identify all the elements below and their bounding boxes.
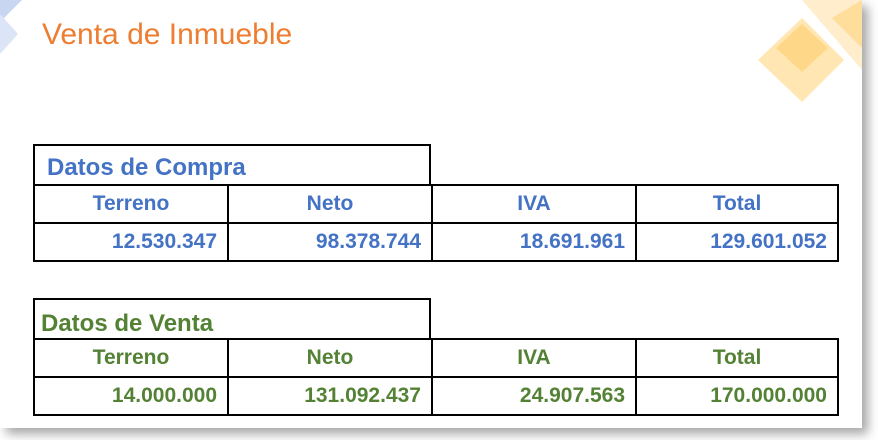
venta-heading: Datos de Venta [33, 298, 431, 338]
slide: Venta de Inmueble Datos de Compra Terren… [0, 0, 862, 416]
corner-decoration-right [758, 0, 862, 102]
compra-value-row: 12.530.347 98.378.744 18.691.961 129.601… [33, 222, 839, 262]
compra-value-terreno: 12.530.347 [33, 222, 229, 262]
venta-header-terreno: Terreno [33, 338, 229, 378]
venta-header-row: Terreno Neto IVA Total [33, 338, 839, 378]
compra-header-total: Total [635, 184, 839, 224]
venta-value-iva: 24.907.563 [431, 376, 637, 416]
venta-header-neto: Neto [227, 338, 433, 378]
compra-heading-label: Datos de Compra [47, 154, 246, 181]
compra-value-iva: 18.691.961 [431, 222, 637, 262]
venta-heading-label: Datos de Venta [41, 310, 214, 337]
compra-header-terreno: Terreno [33, 184, 229, 224]
venta-header-total: Total [635, 338, 839, 378]
compra-table: Terreno Neto IVA Total 12.530.347 98.378… [33, 184, 839, 262]
slide-title: Venta de Inmueble [42, 18, 293, 51]
venta-header-iva: IVA [431, 338, 637, 378]
venta-value-total: 170.000.000 [635, 376, 839, 416]
compra-value-total: 129.601.052 [635, 222, 839, 262]
compra-header-neto: Neto [227, 184, 433, 224]
compra-header-row: Terreno Neto IVA Total [33, 184, 839, 224]
compra-heading: Datos de Compra [33, 144, 431, 184]
venta-value-terreno: 14.000.000 [33, 376, 229, 416]
compra-header-iva: IVA [431, 184, 637, 224]
compra-value-neto: 98.378.744 [227, 222, 433, 262]
venta-value-neto: 131.092.437 [227, 376, 433, 416]
venta-table: Terreno Neto IVA Total 14.000.000 131.09… [33, 338, 839, 416]
venta-value-row: 14.000.000 131.092.437 24.907.563 170.00… [33, 376, 839, 416]
corner-decoration-left [0, 0, 22, 54]
